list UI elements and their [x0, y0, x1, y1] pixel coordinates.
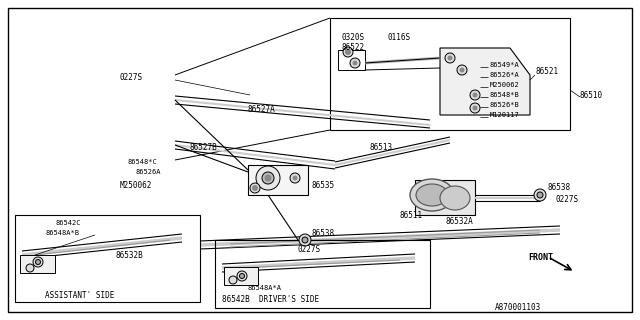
Circle shape	[33, 257, 43, 267]
Text: 86538: 86538	[548, 183, 571, 193]
Circle shape	[299, 234, 311, 246]
Circle shape	[229, 276, 237, 284]
Circle shape	[239, 274, 244, 278]
Text: 86513: 86513	[370, 143, 393, 153]
Ellipse shape	[440, 186, 470, 210]
Circle shape	[445, 53, 455, 63]
Circle shape	[265, 175, 271, 181]
Text: 86549*A: 86549*A	[490, 62, 520, 68]
Text: 0227S: 0227S	[120, 74, 143, 83]
Text: 86526*A: 86526*A	[490, 72, 520, 78]
Text: M250062: M250062	[490, 82, 520, 88]
Circle shape	[353, 61, 357, 65]
Bar	[330, 18, 570, 130]
Text: 86510: 86510	[580, 91, 603, 100]
Circle shape	[346, 50, 351, 54]
Circle shape	[237, 271, 247, 281]
Circle shape	[290, 173, 300, 183]
Text: 86526*B: 86526*B	[490, 102, 520, 108]
Text: 86526A: 86526A	[135, 169, 161, 175]
Text: 0227S: 0227S	[298, 245, 321, 254]
Text: M120117: M120117	[490, 112, 520, 118]
Text: 86535: 86535	[312, 180, 335, 189]
Text: 86527A: 86527A	[248, 106, 276, 115]
Circle shape	[460, 68, 464, 72]
Text: M250062: M250062	[120, 180, 152, 189]
Text: 86548*B: 86548*B	[490, 92, 520, 98]
Circle shape	[457, 65, 467, 75]
Circle shape	[350, 58, 360, 68]
Text: 0116S: 0116S	[388, 34, 411, 43]
Text: 86542C: 86542C	[55, 220, 81, 226]
Text: 86548*C: 86548*C	[128, 159, 157, 165]
Polygon shape	[440, 48, 530, 115]
Circle shape	[293, 176, 297, 180]
Circle shape	[262, 172, 274, 184]
Text: FRONT: FRONT	[528, 253, 553, 262]
Circle shape	[26, 264, 34, 272]
Text: 0227S: 0227S	[555, 196, 578, 204]
Circle shape	[256, 166, 280, 190]
Text: 86548A*A: 86548A*A	[248, 285, 282, 291]
Text: ASSISTANT' SIDE: ASSISTANT' SIDE	[45, 291, 115, 300]
Circle shape	[448, 56, 452, 60]
Text: 0320S: 0320S	[342, 34, 365, 43]
Circle shape	[473, 106, 477, 110]
Circle shape	[35, 260, 40, 265]
Bar	[215, 240, 430, 308]
Circle shape	[302, 237, 308, 243]
Bar	[248, 165, 308, 195]
Circle shape	[537, 192, 543, 198]
Circle shape	[470, 103, 480, 113]
Circle shape	[253, 186, 257, 190]
Text: 86538: 86538	[312, 228, 335, 237]
Circle shape	[250, 183, 260, 193]
Text: 86548A*B: 86548A*B	[45, 230, 79, 236]
Circle shape	[470, 90, 480, 100]
Text: 86532A: 86532A	[445, 218, 473, 227]
Bar	[20, 255, 55, 273]
Ellipse shape	[410, 179, 454, 211]
Circle shape	[343, 47, 353, 57]
Text: 86527B: 86527B	[190, 143, 218, 153]
Text: 86521: 86521	[535, 68, 558, 76]
Bar	[338, 50, 365, 70]
Text: 86522: 86522	[342, 44, 365, 52]
Text: 86511: 86511	[400, 211, 423, 220]
Bar	[415, 180, 475, 215]
Text: A870001103: A870001103	[495, 302, 541, 311]
Circle shape	[473, 93, 477, 97]
Bar	[224, 267, 258, 285]
Text: 86532B: 86532B	[115, 251, 143, 260]
Text: 86542B  DRIVER'S SIDE: 86542B DRIVER'S SIDE	[222, 295, 319, 305]
Ellipse shape	[416, 184, 448, 206]
Circle shape	[534, 189, 546, 201]
Bar	[15, 215, 200, 302]
